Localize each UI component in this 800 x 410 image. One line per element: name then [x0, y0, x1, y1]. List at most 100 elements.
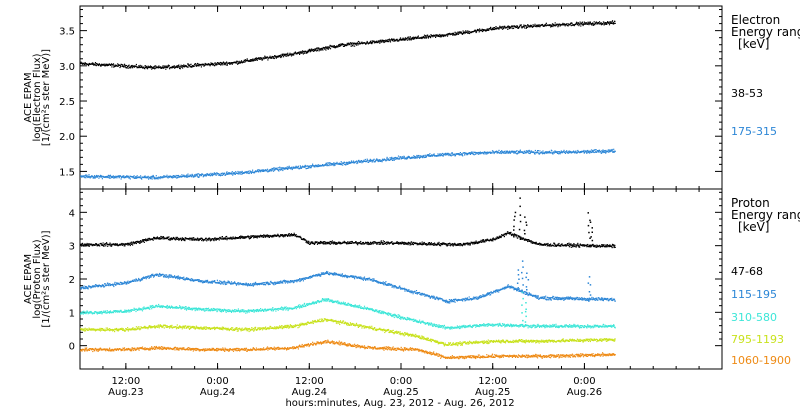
data-point — [525, 150, 527, 152]
data-point — [520, 236, 522, 238]
data-point — [234, 173, 236, 175]
data-point — [239, 283, 241, 285]
data-point — [128, 177, 131, 179]
data-point — [183, 278, 186, 280]
data-point — [109, 177, 111, 179]
data-point — [223, 63, 225, 65]
data-point — [281, 56, 283, 58]
data-point — [250, 237, 252, 239]
data-point — [430, 242, 432, 244]
data-point — [507, 231, 509, 233]
data-point — [373, 159, 375, 161]
data-point — [143, 175, 145, 177]
data-point — [281, 53, 283, 55]
data-point — [198, 173, 200, 175]
data-point — [595, 245, 597, 247]
data-point — [379, 39, 381, 41]
data-point — [85, 177, 87, 179]
data-point — [320, 240, 322, 243]
data-point — [555, 150, 557, 153]
data-point — [592, 149, 594, 152]
data-point — [582, 244, 585, 246]
data-point — [219, 283, 222, 285]
data-point — [296, 167, 298, 169]
data-point — [163, 175, 165, 177]
data-point — [274, 167, 277, 169]
data-point — [242, 283, 244, 285]
data-point — [351, 44, 353, 47]
data-point — [261, 59, 264, 61]
data-point — [577, 23, 579, 25]
data-point — [197, 279, 199, 281]
data-point — [107, 176, 109, 179]
data-point — [225, 173, 227, 175]
data-point — [576, 22, 578, 24]
data-point — [230, 173, 232, 175]
data-point — [221, 174, 223, 176]
data-point — [423, 34, 426, 36]
data-point — [136, 177, 138, 179]
data-point — [370, 160, 372, 162]
data-point — [438, 241, 440, 243]
data-point — [176, 236, 178, 238]
data-point — [490, 239, 492, 241]
data-point — [581, 21, 583, 23]
data-point — [430, 244, 432, 246]
data-point — [158, 275, 160, 277]
data-point — [159, 176, 161, 178]
electron-legend-entry: 38-53 — [731, 87, 763, 100]
data-point — [460, 243, 462, 245]
data-point — [193, 174, 196, 176]
data-point — [243, 236, 246, 238]
data-point — [459, 31, 461, 33]
data-point — [203, 65, 205, 67]
data-point — [263, 169, 265, 171]
data-point — [461, 154, 463, 156]
data-point — [482, 30, 484, 33]
data-point — [603, 244, 605, 246]
data-point — [282, 53, 284, 55]
data-point — [348, 42, 350, 44]
data-point — [269, 170, 271, 172]
data-point — [593, 21, 595, 23]
data-point — [86, 174, 88, 176]
data-point — [529, 26, 531, 28]
data-point — [613, 244, 615, 246]
data-point — [254, 284, 256, 286]
data-point — [86, 244, 89, 246]
data-point — [94, 177, 96, 179]
data-point — [241, 173, 243, 175]
data-point — [144, 65, 146, 67]
data-point — [544, 152, 546, 154]
data-point — [143, 239, 145, 242]
data-point — [266, 56, 269, 58]
data-point — [527, 151, 529, 153]
data-point — [427, 34, 429, 36]
data-point — [132, 244, 134, 246]
data-point — [439, 33, 441, 36]
data-point — [331, 164, 333, 166]
data-point — [235, 62, 237, 64]
data-point — [466, 31, 468, 33]
data-point — [192, 65, 194, 67]
data-point — [175, 66, 177, 68]
data-point — [130, 65, 132, 67]
data-point — [166, 274, 168, 276]
data-point — [542, 23, 544, 26]
data-point — [334, 47, 337, 49]
data-point — [113, 243, 115, 245]
data-point — [185, 175, 187, 177]
data-point — [275, 57, 277, 59]
data-point — [479, 151, 481, 153]
data-point — [420, 244, 423, 246]
data-point — [182, 277, 184, 279]
data-point — [208, 237, 210, 239]
data-point — [145, 177, 147, 179]
data-point — [358, 43, 360, 45]
data-point — [215, 238, 217, 240]
data-point — [103, 245, 105, 247]
data-point — [546, 245, 548, 247]
data-point — [549, 245, 551, 247]
data-point — [350, 242, 353, 244]
data-point — [391, 156, 393, 158]
